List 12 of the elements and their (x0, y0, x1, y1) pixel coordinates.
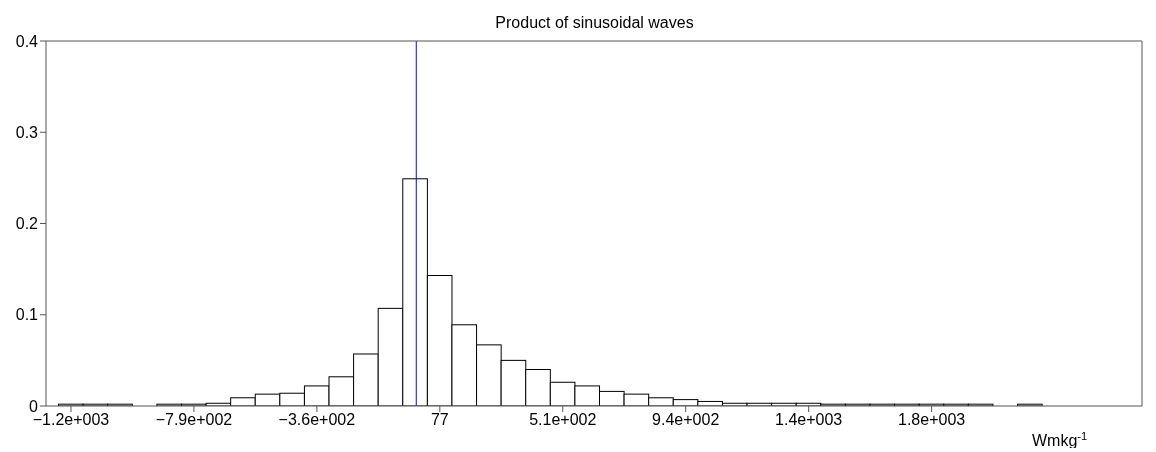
x-tick-label: 77 (430, 411, 449, 429)
y-tick-label: 0.1 (15, 306, 39, 324)
y-tick-label: 0.3 (15, 123, 39, 141)
x-tick-label: 1.8e+003 (898, 411, 966, 429)
x-tick-label: 9.4e+002 (652, 411, 720, 429)
y-tick-label: 0.2 (15, 215, 39, 233)
x-tick-label: −3.6e+002 (278, 411, 356, 429)
x-tick-label: 1.4e+003 (775, 411, 843, 429)
x-tick-label: 5.1e+002 (529, 411, 597, 429)
chart-title: Product of sinusoidal waves (495, 14, 694, 31)
x-tick-label: −7.9e+002 (155, 411, 233, 429)
y-tick-label: 0.4 (15, 32, 39, 50)
